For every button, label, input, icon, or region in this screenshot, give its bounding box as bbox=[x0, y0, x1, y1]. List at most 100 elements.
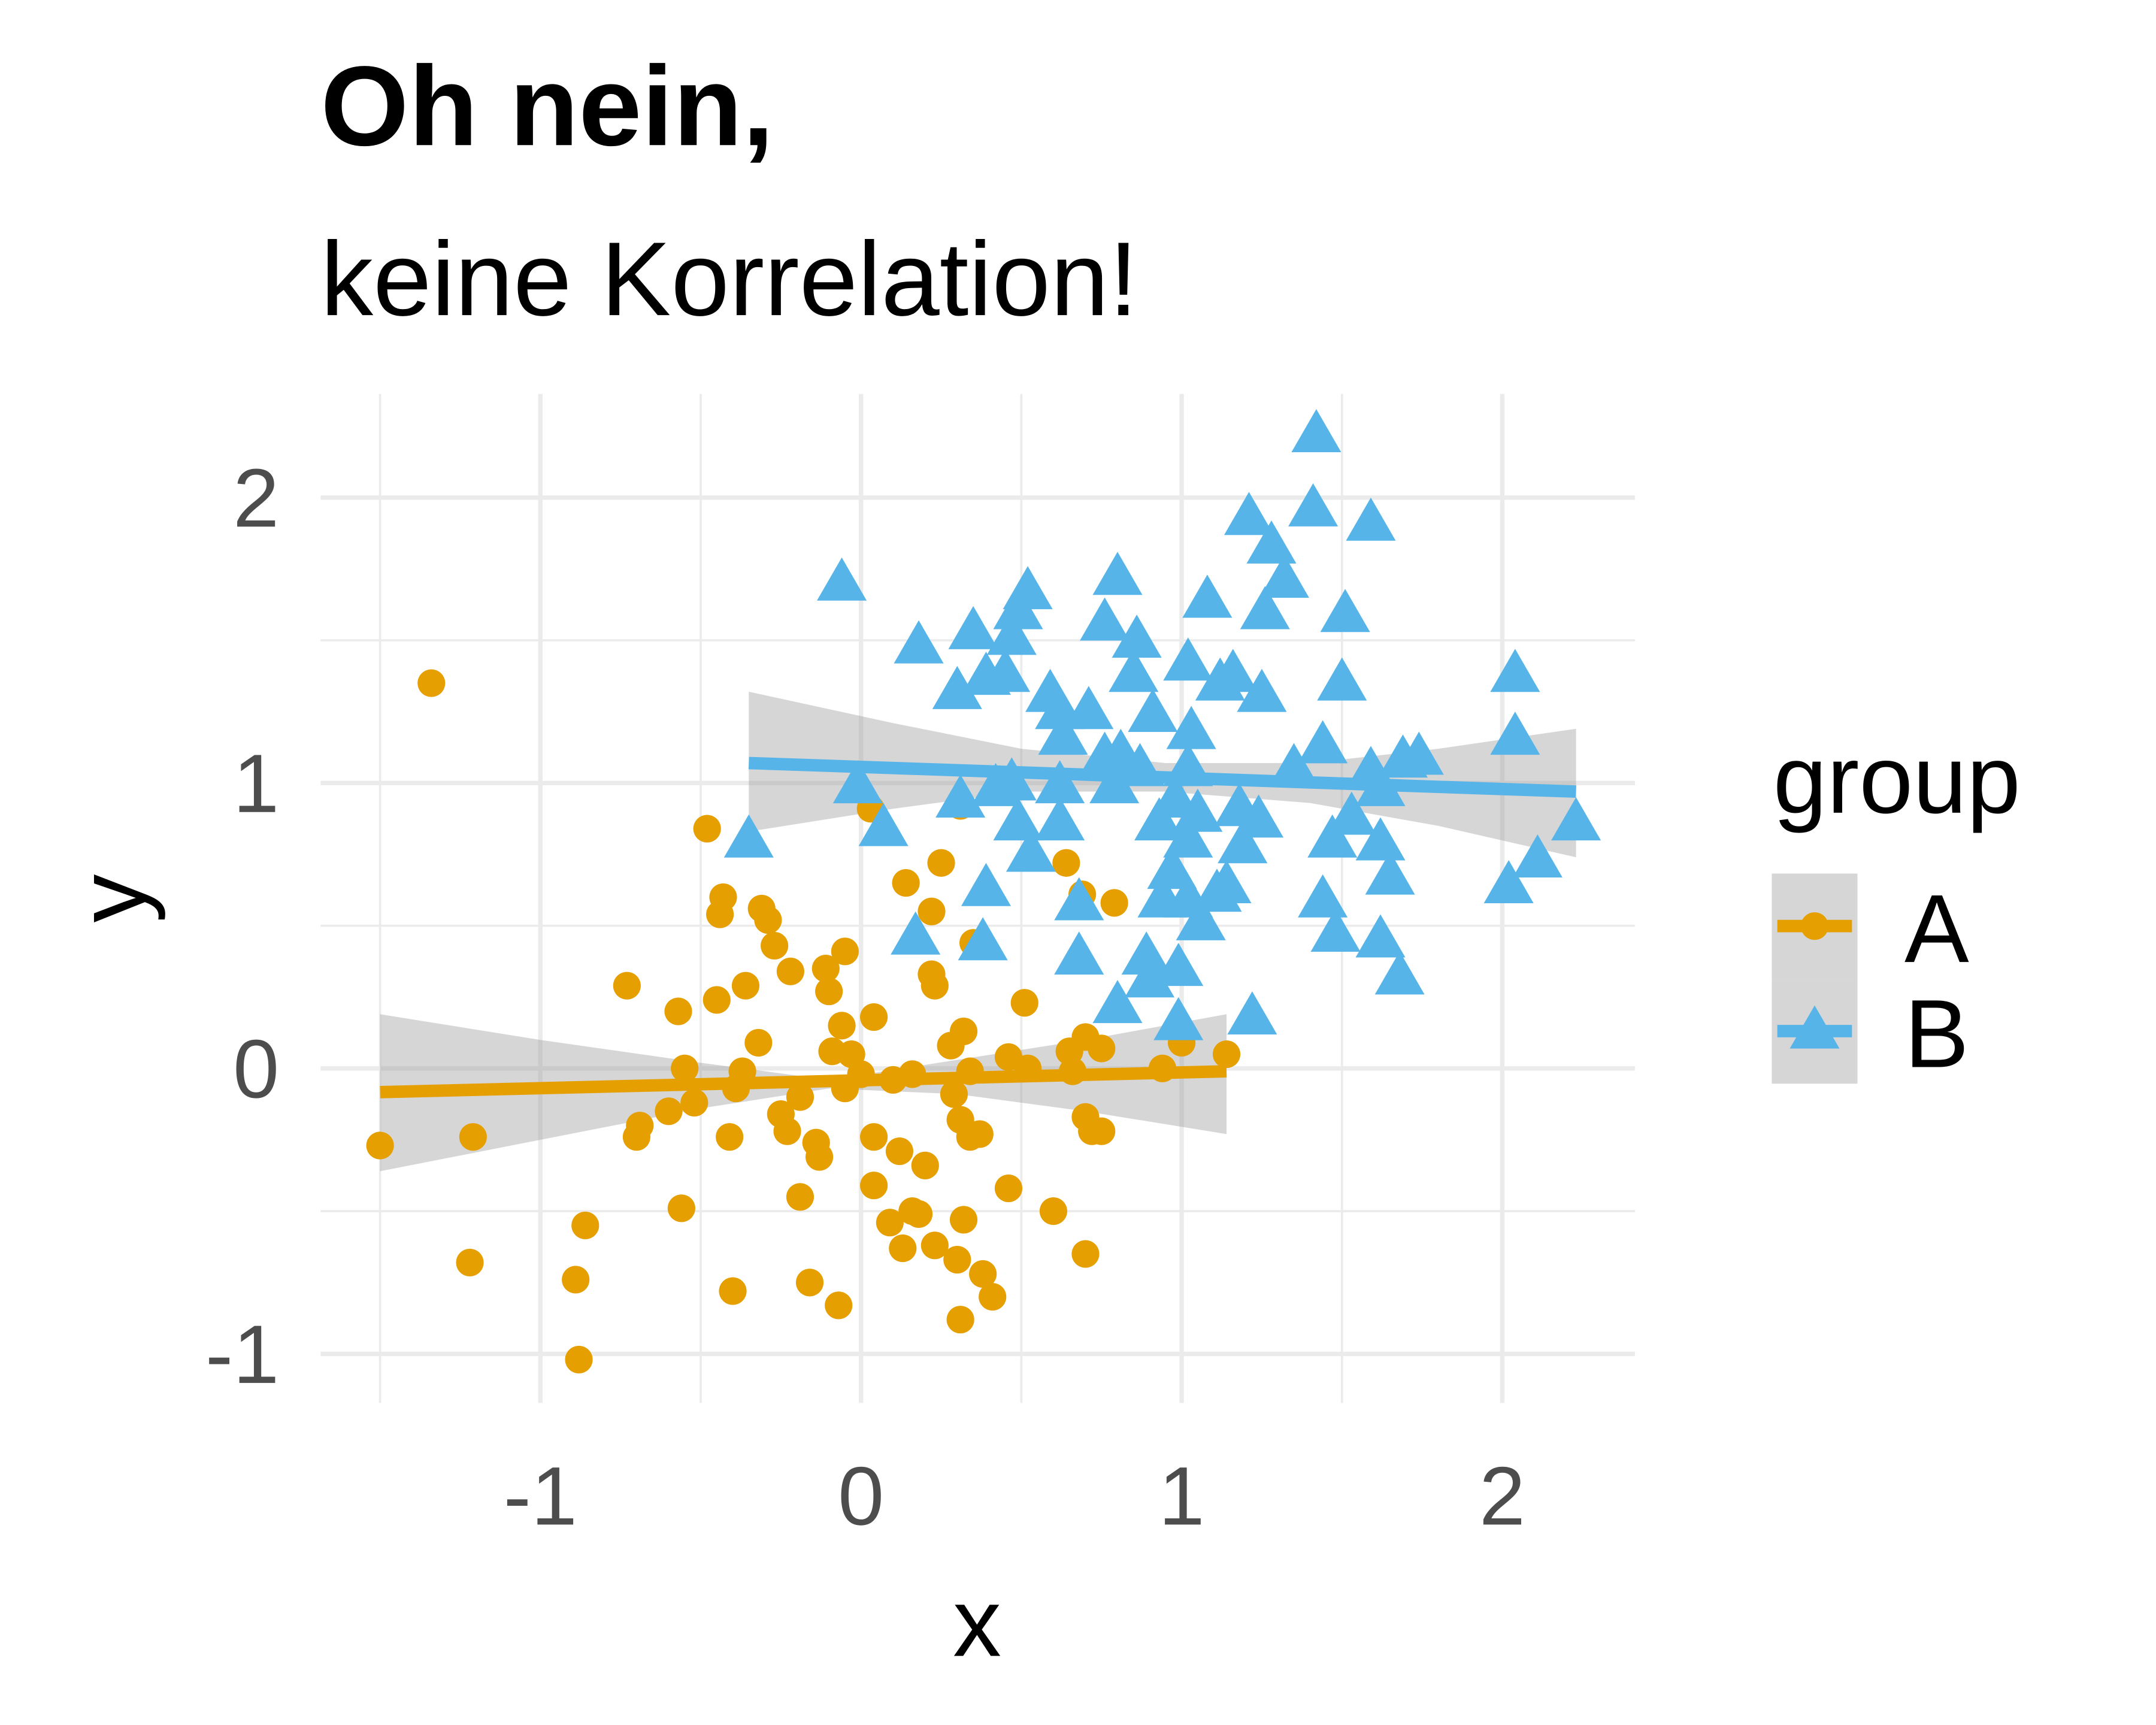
point-b bbox=[961, 862, 1012, 906]
point-b bbox=[1490, 649, 1540, 692]
point-b bbox=[1147, 846, 1197, 889]
point-b bbox=[1109, 649, 1159, 692]
point-a bbox=[969, 1260, 997, 1288]
point-a bbox=[744, 1028, 773, 1057]
point-a bbox=[831, 937, 859, 966]
point-b bbox=[932, 665, 982, 709]
point-a bbox=[680, 1088, 708, 1117]
point-b bbox=[1394, 731, 1444, 775]
x-tick-label: 0 bbox=[838, 1450, 884, 1542]
point-a bbox=[702, 986, 731, 1014]
point-b bbox=[948, 606, 998, 649]
y-tick-label: 2 bbox=[233, 452, 279, 544]
point-b bbox=[1035, 797, 1085, 841]
point-a bbox=[904, 1200, 933, 1228]
fit-lines bbox=[380, 756, 1576, 1098]
point-a bbox=[1088, 1034, 1116, 1063]
legend-label-b: B bbox=[1904, 980, 1969, 1088]
point-a bbox=[366, 1131, 394, 1160]
point-a bbox=[786, 1083, 814, 1111]
point-b bbox=[1038, 712, 1088, 755]
point-a bbox=[613, 972, 641, 1000]
x-axis-title: x bbox=[953, 1569, 1001, 1677]
point-a bbox=[828, 1012, 856, 1040]
point-b bbox=[1320, 589, 1370, 632]
point-b bbox=[1317, 657, 1367, 701]
point-b bbox=[1121, 931, 1171, 975]
legend-circle-icon bbox=[1800, 912, 1829, 940]
point-a bbox=[562, 1266, 590, 1294]
x-tick-label: 2 bbox=[1479, 1450, 1525, 1542]
point-a bbox=[876, 1209, 904, 1237]
point-b bbox=[1551, 797, 1601, 841]
point-a bbox=[459, 1123, 487, 1151]
y-axis-title: y bbox=[58, 874, 166, 922]
point-a bbox=[716, 1123, 744, 1151]
point-b bbox=[1153, 997, 1204, 1040]
point-b bbox=[1054, 877, 1104, 921]
point-a bbox=[1088, 1117, 1116, 1145]
point-b bbox=[1490, 712, 1540, 755]
points bbox=[366, 409, 1601, 1373]
point-b bbox=[1092, 980, 1143, 1024]
point-b bbox=[1291, 409, 1342, 453]
point-a bbox=[825, 1291, 853, 1320]
point-a bbox=[979, 1283, 1007, 1311]
point-a bbox=[776, 957, 804, 985]
point-b bbox=[1003, 566, 1053, 610]
point-a bbox=[754, 906, 782, 934]
point-b bbox=[817, 557, 867, 601]
point-b bbox=[723, 814, 774, 858]
y-tick-label: 1 bbox=[233, 738, 279, 830]
fit-line-b bbox=[748, 756, 1576, 798]
point-a bbox=[860, 1172, 888, 1200]
point-b bbox=[1298, 720, 1348, 764]
point-b bbox=[1080, 597, 1130, 641]
point-a bbox=[860, 1123, 888, 1151]
point-b bbox=[1240, 586, 1290, 630]
point-b bbox=[1064, 686, 1114, 730]
point-b bbox=[1327, 791, 1377, 835]
point-b bbox=[935, 774, 986, 818]
point-a bbox=[786, 1183, 814, 1211]
point-b bbox=[1163, 814, 1213, 858]
x-tick-label: 1 bbox=[1159, 1450, 1205, 1542]
chart-subtitle: keine Korrelation! bbox=[320, 220, 1138, 338]
point-a bbox=[571, 1211, 599, 1240]
legend-label-a: A bbox=[1904, 875, 1969, 983]
point-a bbox=[773, 1117, 801, 1145]
point-b bbox=[858, 803, 909, 846]
point-a bbox=[815, 978, 843, 1006]
point-a bbox=[946, 1306, 974, 1334]
point-b bbox=[1346, 497, 1396, 541]
point-a bbox=[940, 1080, 968, 1108]
point-a bbox=[860, 1003, 888, 1031]
point-a bbox=[1212, 1040, 1241, 1069]
point-a bbox=[655, 1097, 683, 1125]
point-b bbox=[894, 620, 944, 664]
point-a bbox=[565, 1345, 593, 1373]
point-a bbox=[719, 1277, 747, 1305]
point-b bbox=[1237, 668, 1287, 712]
tick-labels: -1 0 1 2 -1 0 1 2 bbox=[205, 452, 1525, 1542]
point-a bbox=[949, 1206, 978, 1234]
point-a bbox=[671, 1054, 699, 1082]
point-b bbox=[1112, 615, 1162, 658]
point-a bbox=[731, 972, 760, 1000]
fit-line-a bbox=[380, 1065, 1227, 1098]
point-b bbox=[891, 911, 941, 955]
point-b bbox=[1006, 828, 1056, 872]
point-a bbox=[949, 1017, 978, 1045]
point-a bbox=[911, 1151, 939, 1179]
point-a bbox=[664, 997, 692, 1025]
point-b bbox=[1163, 637, 1213, 681]
point-b bbox=[1218, 820, 1268, 864]
point-a bbox=[1052, 849, 1080, 877]
point-b bbox=[1054, 931, 1104, 975]
point-a bbox=[920, 1231, 949, 1260]
point-a bbox=[994, 1174, 1023, 1203]
point-a bbox=[1010, 989, 1038, 1017]
point-b bbox=[1134, 797, 1185, 841]
point-a bbox=[889, 1234, 917, 1263]
